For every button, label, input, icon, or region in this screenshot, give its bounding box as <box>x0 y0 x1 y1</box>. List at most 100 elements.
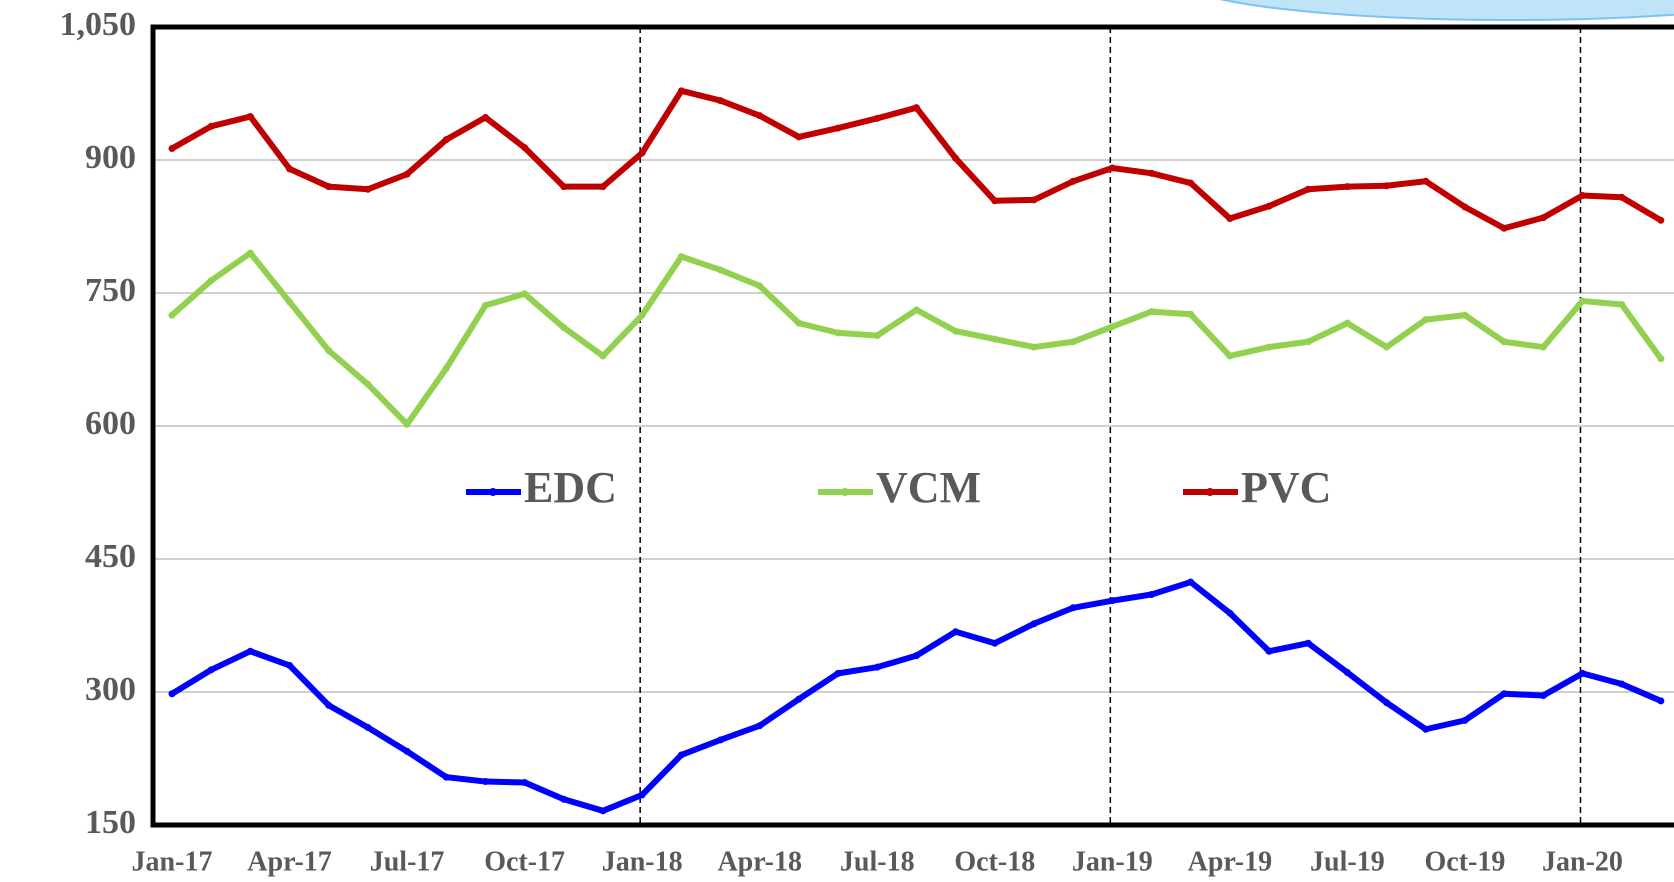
point <box>795 696 802 703</box>
point <box>1344 669 1351 676</box>
y-tick-label: 900 <box>85 139 136 176</box>
point <box>1187 579 1194 586</box>
legend-marker <box>489 488 497 496</box>
point <box>1618 301 1625 308</box>
x-tick-label: Oct-19 <box>1425 846 1506 877</box>
point <box>521 779 528 786</box>
x-tick-label: Jul-18 <box>840 846 915 877</box>
point <box>286 165 293 172</box>
point <box>756 282 763 289</box>
point <box>1540 692 1547 699</box>
point <box>1422 316 1429 323</box>
point <box>1030 196 1037 203</box>
point <box>1501 338 1508 345</box>
point <box>952 328 959 335</box>
point <box>1501 690 1508 697</box>
point <box>1109 323 1116 330</box>
point <box>639 791 646 798</box>
point <box>1657 217 1664 224</box>
point <box>991 336 998 343</box>
point <box>1266 648 1273 655</box>
y-tick-label: 750 <box>85 272 136 309</box>
x-tick-label: Oct-18 <box>954 846 1035 877</box>
point <box>835 670 842 677</box>
point <box>247 113 254 120</box>
series-line <box>172 582 1661 811</box>
point <box>247 250 254 257</box>
point <box>874 664 881 671</box>
legend-label: PVC <box>1241 463 1331 512</box>
point <box>952 628 959 635</box>
point <box>1657 697 1664 704</box>
point <box>325 347 332 354</box>
point <box>208 666 215 673</box>
point <box>795 320 802 327</box>
point <box>874 115 881 122</box>
point <box>1305 640 1312 647</box>
point <box>1461 203 1468 210</box>
x-tick-label: Jan-20 <box>1542 846 1623 877</box>
point <box>443 774 450 781</box>
point <box>560 796 567 803</box>
legend-label: EDC <box>524 463 617 512</box>
point <box>991 640 998 647</box>
point <box>795 133 802 140</box>
point <box>1501 225 1508 232</box>
x-tick-label: Jan-18 <box>602 846 683 877</box>
point <box>1305 338 1312 345</box>
point <box>364 724 371 731</box>
point <box>1148 591 1155 598</box>
point <box>1070 604 1077 611</box>
legend-label: VCM <box>876 463 981 512</box>
point <box>678 87 685 94</box>
point <box>717 736 724 743</box>
y-tick-label: 150 <box>85 804 136 841</box>
point <box>325 702 332 709</box>
point <box>1070 178 1077 185</box>
point <box>169 690 176 697</box>
legend-marker <box>841 488 849 496</box>
point <box>1422 726 1429 733</box>
series-line <box>172 253 1661 424</box>
chart: 1503004506007509001,050Jan-17Apr-17Jul-1… <box>0 0 1674 882</box>
point <box>678 253 685 260</box>
page: {"chart_data": {"type": "line", "categor… <box>0 0 1674 882</box>
x-tick-label: Jan-17 <box>132 846 213 877</box>
x-tick-label: Jul-17 <box>370 846 445 877</box>
point <box>1461 717 1468 724</box>
point <box>913 104 920 111</box>
decoration <box>1180 0 1674 20</box>
point <box>560 324 567 331</box>
point <box>482 302 489 309</box>
point <box>1383 344 1390 351</box>
point <box>208 277 215 284</box>
point <box>1540 344 1547 351</box>
point <box>247 648 254 655</box>
point <box>1344 320 1351 327</box>
point <box>913 306 920 313</box>
point <box>208 123 215 130</box>
point <box>717 97 724 104</box>
point <box>1226 610 1233 617</box>
point <box>952 155 959 162</box>
x-tick-label: Apr-19 <box>1188 846 1273 877</box>
point <box>521 144 528 151</box>
point <box>1657 355 1664 362</box>
point <box>1226 352 1233 359</box>
point <box>404 171 411 178</box>
y-tick-label: 1,050 <box>60 6 137 43</box>
point <box>1030 344 1037 351</box>
point <box>1422 178 1429 185</box>
point <box>521 290 528 297</box>
point <box>639 312 646 319</box>
point <box>835 329 842 336</box>
point <box>325 183 332 190</box>
point <box>599 352 606 359</box>
point <box>913 652 920 659</box>
point <box>443 136 450 143</box>
point <box>482 114 489 121</box>
point <box>991 197 998 204</box>
point <box>169 312 176 319</box>
x-tick-label: Apr-18 <box>717 846 802 877</box>
point <box>443 365 450 372</box>
